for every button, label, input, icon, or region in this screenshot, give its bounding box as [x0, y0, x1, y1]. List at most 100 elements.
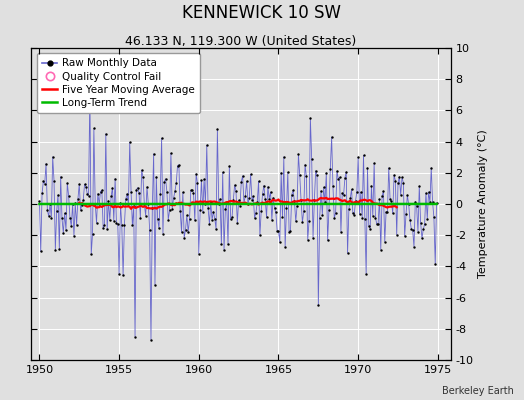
- Point: [254, 178, 263, 184]
- Point: [166, 207, 174, 214]
- Point: [96, 188, 105, 195]
- Point: [104, 198, 113, 204]
- Point: [148, 205, 157, 212]
- Point: [422, 190, 430, 196]
- Point: [172, 180, 180, 186]
- Point: [249, 193, 257, 200]
- Point: [354, 154, 363, 160]
- Point: [398, 174, 406, 180]
- Point: [72, 222, 81, 228]
- Point: [146, 227, 154, 233]
- Point: [276, 238, 284, 245]
- Point: [67, 223, 75, 229]
- Point: [71, 200, 80, 206]
- Point: [161, 176, 170, 182]
- Point: [308, 156, 316, 163]
- Point: [285, 229, 293, 236]
- Point: [331, 210, 340, 216]
- Point: [58, 215, 66, 222]
- Point: [62, 227, 70, 234]
- Point: [388, 210, 397, 216]
- Point: [183, 212, 191, 218]
- Point: [261, 196, 269, 202]
- Point: [290, 198, 299, 204]
- Point: [140, 201, 148, 208]
- Point: [386, 196, 394, 202]
- Point: [124, 201, 133, 207]
- Point: [117, 221, 126, 228]
- Point: [139, 174, 147, 180]
- Point: [309, 235, 317, 241]
- Point: [69, 201, 77, 207]
- Point: [318, 212, 326, 218]
- Point: [141, 212, 150, 219]
- Text: KENNEWICK 10 SW: KENNEWICK 10 SW: [182, 4, 342, 22]
- Point: [221, 206, 230, 212]
- Point: [63, 180, 71, 186]
- Point: [110, 217, 118, 224]
- Point: [311, 168, 320, 174]
- Point: [346, 195, 354, 202]
- Point: [231, 182, 239, 188]
- Point: [189, 190, 198, 196]
- Point: [92, 220, 101, 226]
- Point: [51, 247, 60, 253]
- Point: [43, 207, 51, 214]
- Point: [193, 180, 202, 186]
- Point: [310, 197, 319, 203]
- Point: [366, 226, 374, 232]
- Point: [46, 201, 54, 207]
- Point: [328, 134, 336, 140]
- Point: [209, 208, 217, 215]
- Point: [392, 232, 401, 238]
- Point: [394, 180, 402, 186]
- Point: [126, 139, 134, 146]
- Point: [238, 173, 247, 179]
- Point: [86, 88, 94, 95]
- Point: [83, 190, 91, 197]
- Point: [90, 125, 98, 132]
- Point: [342, 169, 351, 175]
- Point: [305, 218, 313, 224]
- Point: [42, 160, 50, 167]
- Point: [257, 208, 266, 214]
- Point: [49, 154, 57, 160]
- Point: [333, 168, 341, 174]
- Point: [320, 184, 328, 190]
- Point: [171, 188, 179, 195]
- Point: [79, 197, 88, 203]
- Point: [409, 227, 417, 233]
- Point: [115, 271, 123, 278]
- Point: [343, 250, 352, 256]
- Point: [345, 206, 353, 212]
- Point: [188, 187, 196, 194]
- Point: [160, 178, 168, 185]
- Point: [185, 216, 194, 222]
- Point: [151, 282, 159, 288]
- Point: [399, 180, 408, 186]
- Point: [220, 247, 228, 253]
- Point: [212, 226, 220, 232]
- Point: [322, 170, 331, 176]
- Point: [368, 212, 377, 219]
- Point: [271, 209, 280, 216]
- Point: [390, 172, 398, 178]
- Point: [293, 202, 301, 209]
- Point: [70, 232, 78, 239]
- Point: [252, 210, 260, 216]
- Point: [330, 215, 339, 221]
- Point: [334, 176, 343, 182]
- Point: [99, 225, 107, 231]
- Point: [159, 230, 167, 237]
- Point: [432, 200, 441, 206]
- Point: [297, 197, 305, 204]
- Point: [191, 217, 199, 224]
- Point: [211, 216, 219, 222]
- Point: [123, 190, 132, 197]
- Point: [315, 215, 324, 221]
- Point: [157, 135, 166, 141]
- Point: [403, 192, 411, 198]
- Point: [268, 216, 276, 223]
- Point: [400, 233, 409, 239]
- Point: [338, 190, 346, 197]
